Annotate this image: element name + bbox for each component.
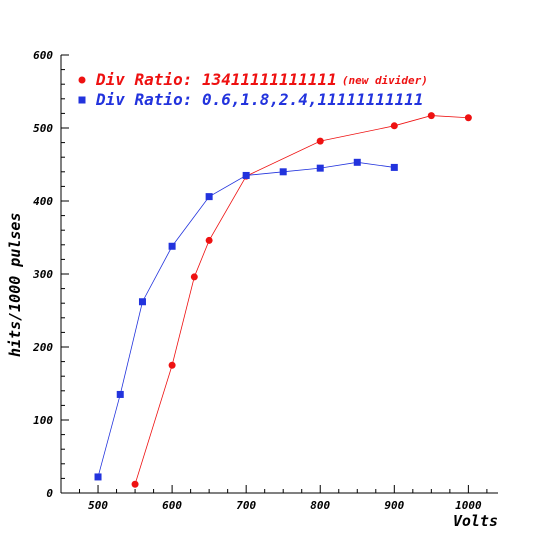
y-tick-label: 500 <box>33 122 53 135</box>
x-tick-label: 700 <box>236 499 256 512</box>
data-point <box>116 390 124 398</box>
legend: Div Ratio: 13411111111111 (new divider) Di… <box>78 70 428 109</box>
data-point <box>464 114 472 122</box>
series-1 <box>131 112 472 488</box>
x-axis-title: Volts <box>453 512 498 530</box>
series-layer <box>94 112 472 488</box>
series-line <box>97 161 395 478</box>
data-point <box>279 168 287 176</box>
x-tick-label: 500 <box>88 499 108 512</box>
y-axis-title: hits/1000 pulses <box>6 213 24 358</box>
data-point <box>316 164 324 172</box>
data-point <box>427 112 435 120</box>
data-point <box>138 298 146 306</box>
legend-marker <box>78 76 86 84</box>
data-point <box>168 361 176 369</box>
series-2 <box>94 158 398 481</box>
legend-note: (new divider) <box>342 74 428 87</box>
y-tick-label: 200 <box>32 341 53 354</box>
y-tick-label: 600 <box>33 49 53 62</box>
data-point <box>190 273 198 281</box>
data-point <box>353 158 361 166</box>
tick-labels: 500 600 700 800 900 1000 0 100 200 300 400 500 600 <box>32 49 482 512</box>
x-tick-label: 600 <box>162 499 182 512</box>
y-tick-label: 300 <box>32 268 53 281</box>
data-point <box>205 193 213 201</box>
y-tick-label: 0 <box>46 487 53 500</box>
data-point <box>131 480 139 488</box>
data-point <box>242 171 250 179</box>
x-tick-label: 800 <box>310 499 330 512</box>
y-tick-label: 100 <box>33 414 53 427</box>
data-point <box>390 163 398 171</box>
data-point <box>168 242 176 250</box>
data-point <box>94 473 102 481</box>
legend-label: Div Ratio: 13411111111111 <box>95 70 337 89</box>
x-tick-label: 900 <box>384 499 404 512</box>
series-line <box>134 115 469 485</box>
legend-marker <box>78 96 86 104</box>
x-tick-label: 1000 <box>455 499 482 512</box>
data-point <box>390 122 398 130</box>
axes <box>60 55 498 494</box>
legend-label: Div Ratio: 0.6,1.8,2.4,11111111111 <box>95 90 424 109</box>
data-point <box>316 137 324 145</box>
y-tick-label: 400 <box>33 195 53 208</box>
data-point <box>205 236 213 244</box>
ticks <box>61 54 488 494</box>
